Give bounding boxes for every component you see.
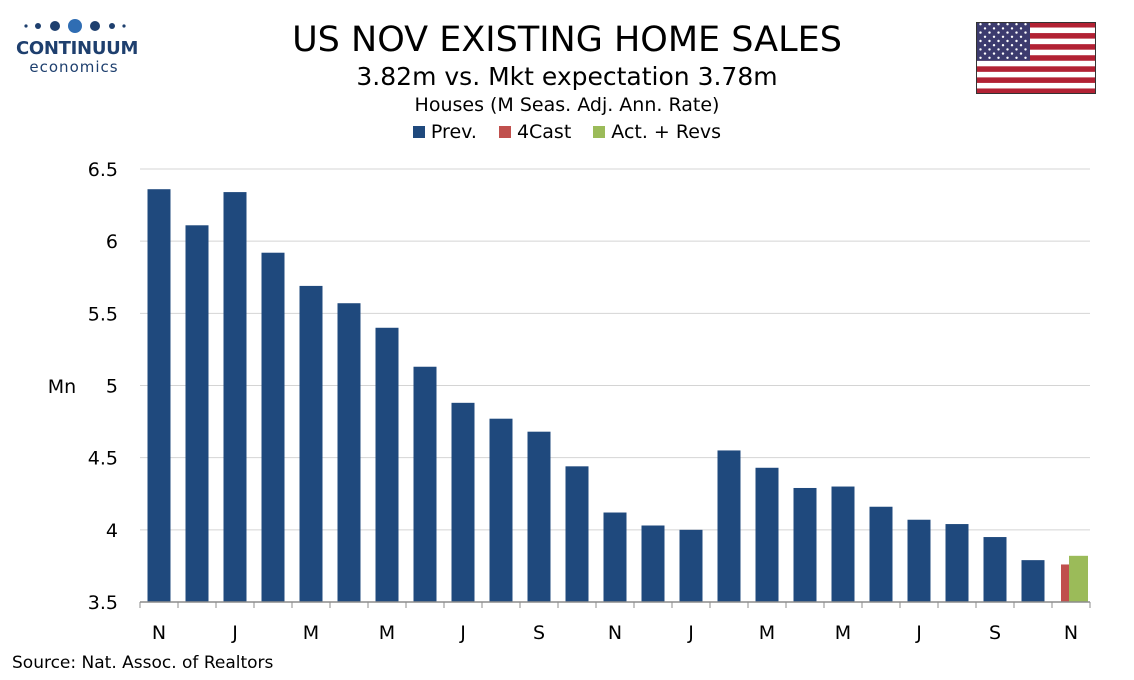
legend-item-prev: Prev. — [412, 119, 477, 145]
x-tick-label: J — [459, 622, 466, 644]
chart-units: Houses (M Seas. Adj. Ann. Rate) — [414, 94, 720, 116]
x-tick-label: M — [379, 622, 395, 644]
bar-prev — [489, 418, 513, 602]
bar-prev — [527, 431, 551, 602]
us-flag-icon — [976, 22, 1096, 94]
legend-label-forecast: 4Cast — [516, 121, 572, 143]
x-tick-label: N — [608, 622, 622, 644]
x-tick-label: M — [303, 622, 319, 644]
logo-subtitle: economics — [29, 58, 119, 76]
bar-prev — [261, 252, 285, 603]
y-tick-label: 6.5 — [88, 159, 118, 181]
x-tick-label: M — [759, 622, 775, 644]
bar-prev — [603, 512, 627, 602]
bar-prev — [869, 506, 893, 602]
chart-subtitle: 3.82m vs. Mkt expectation 3.78m — [356, 62, 778, 91]
x-tick-label: J — [231, 622, 238, 644]
bar-prev — [755, 467, 779, 602]
brand-logo: CONTINUUM economics — [14, 14, 139, 76]
bar-prev — [565, 466, 589, 602]
legend-label-prev: Prev. — [430, 121, 477, 143]
x-tick-label: S — [533, 622, 545, 644]
x-tick-label: J — [687, 622, 694, 644]
chart-title: US NOV EXISTING HOME SALES — [292, 20, 842, 60]
y-tick-label: 4.5 — [88, 448, 118, 470]
y-tick-label: 3.5 — [88, 592, 118, 614]
y-tick-label: 5.5 — [88, 303, 118, 325]
bar-prev — [717, 450, 741, 602]
bar-prev — [641, 525, 665, 602]
x-tick-label: J — [915, 622, 922, 644]
y-tick-label: 4 — [106, 520, 118, 542]
y-axis-label: Mn — [48, 376, 76, 398]
bar-prev — [831, 486, 855, 602]
bar-prev — [147, 189, 171, 602]
bar-prev — [451, 402, 475, 602]
bar-prev — [945, 524, 969, 602]
y-tick-label: 6 — [106, 231, 118, 253]
logo-name: CONTINUUM — [16, 38, 139, 59]
logo-dots-icon — [24, 19, 126, 33]
bar-prev — [185, 225, 209, 603]
x-tick-label: S — [989, 622, 1001, 644]
bar-prev — [337, 303, 361, 602]
x-tick-label: N — [1064, 622, 1078, 644]
chart-legend: Prev. 4Cast Act. + Revs — [0, 119, 1134, 145]
bar-prev — [223, 192, 247, 603]
legend-swatch-actual — [593, 126, 606, 138]
x-tick-label: N — [152, 622, 166, 644]
legend-item-actual: Act. + Revs — [593, 119, 721, 145]
bar-prev — [793, 487, 817, 602]
bar-forecast — [1061, 564, 1069, 602]
bar-actual — [1069, 555, 1088, 602]
bar-prev — [679, 529, 703, 602]
legend-item-forecast: 4Cast — [498, 119, 572, 145]
source-note: Source: Nat. Assoc. of Realtors — [12, 653, 274, 673]
legend-swatch-forecast — [498, 126, 511, 138]
bar-prev — [907, 519, 931, 602]
y-tick-label: 5 — [106, 376, 118, 398]
legend-label-actual: Act. + Revs — [611, 121, 722, 143]
bar-prev — [375, 327, 399, 602]
legend-swatch-prev — [412, 126, 425, 138]
bar-prev — [1021, 560, 1045, 602]
bar-prev — [299, 285, 323, 602]
bar-prev — [983, 537, 1007, 602]
bar-prev — [413, 366, 437, 602]
x-tick-label: M — [835, 622, 851, 644]
